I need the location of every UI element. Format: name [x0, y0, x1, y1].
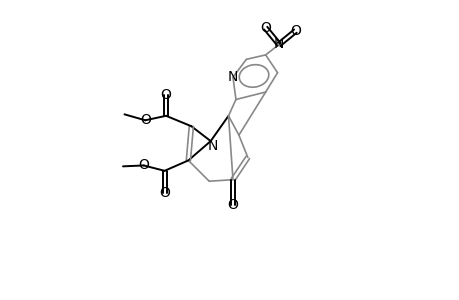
Text: O: O [227, 198, 238, 212]
Text: N: N [227, 70, 238, 84]
Text: O: O [140, 113, 151, 127]
Text: O: O [260, 21, 270, 35]
Text: O: O [159, 186, 170, 200]
Text: O: O [289, 24, 300, 38]
Text: O: O [138, 158, 149, 172]
Text: N: N [273, 38, 284, 52]
Text: O: O [160, 88, 171, 102]
Text: N: N [207, 140, 218, 153]
